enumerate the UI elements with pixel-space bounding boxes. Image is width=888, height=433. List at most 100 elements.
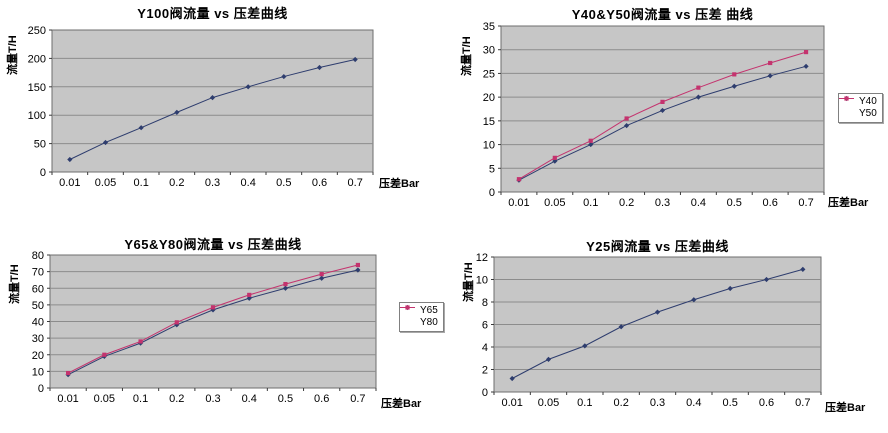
chart-y40-y50-title: Y40&Y50阀流量 vs 压差 曲线 (571, 7, 754, 22)
x-tick-label: 0.01 (59, 177, 80, 189)
y-tick-label: 0 (482, 387, 488, 399)
y-tick-label: 8 (482, 297, 488, 309)
x-tick-label: 0.7 (795, 397, 810, 409)
series-Y80-marker (102, 352, 107, 357)
series-Y80-marker (283, 281, 288, 287)
y-tick-label: 10 (476, 275, 488, 287)
y-tick-label: 250 (28, 25, 46, 37)
series-Y50-marker (696, 85, 701, 90)
series-Y100-marker (245, 84, 251, 90)
x-tick-label: 0.6 (759, 397, 774, 409)
y-tick-label: 100 (28, 110, 46, 122)
series-Y50-marker (660, 99, 665, 104)
legend-label-y50: Y50 (859, 108, 877, 119)
x-tick-label: 0.3 (655, 197, 670, 209)
chart-y100-ylabel: 流量T/H (7, 35, 19, 75)
series-Y50-marker (552, 155, 557, 160)
x-tick-label: 0.2 (169, 393, 184, 405)
y-tick-label: 20 (483, 92, 495, 104)
y-tick-label: 10 (483, 140, 495, 152)
x-tick-label: 0.7 (350, 393, 365, 405)
chart-y40-y50-ylabel: 流量T/H (461, 36, 473, 76)
y-axis-ticks: 0 2 4 6 8 10 12 (476, 252, 494, 399)
legend-marker-shape (844, 96, 849, 101)
chart-y40-y50-plot: 0 5 10 15 20 25 30 35 0.01 0.05 0.1 0.2 0.3 0.4 0.5 0.6… (483, 21, 825, 209)
series-Y50-marker (588, 138, 593, 143)
x-tick-label: 0.7 (798, 197, 813, 209)
y-tick-label: 30 (483, 45, 495, 57)
x-tick-label: 0.01 (57, 393, 78, 405)
series-Y40-marker (803, 63, 809, 69)
gridlines (52, 57, 373, 145)
x-tick-label: 0.05 (544, 197, 565, 209)
x-tick-label: 0.05 (94, 393, 115, 405)
y-tick-label: 10 (32, 366, 44, 378)
y-tick-label: 60 (32, 283, 44, 295)
series-Y40-marker (731, 83, 737, 89)
y-tick-label: 4 (482, 342, 488, 354)
series-Y50-marker (624, 116, 629, 121)
y-tick-label: 35 (483, 21, 495, 33)
y-tick-label: 0 (40, 167, 46, 179)
y-tick-label: 6 (482, 320, 488, 332)
series-Y50-marker (803, 49, 809, 55)
legend-marker-y50-icon (839, 96, 857, 119)
y-tick-label: 2 (482, 365, 488, 377)
x-tick-label: 0.01 (508, 197, 529, 209)
series-Y80-marker (138, 339, 143, 344)
x-tick-label: 0.1 (583, 197, 598, 209)
series-Y100 (67, 56, 358, 163)
x-tick-label: 0.1 (134, 177, 149, 189)
series-Y65-marker (355, 267, 361, 273)
x-tick-label: 0.3 (205, 177, 220, 189)
chart-y65-y80-xlabel: 压差Bar (381, 398, 422, 410)
series-Y50-marker (516, 177, 522, 182)
chart-y40-y50-xlabel: 压差Bar (828, 197, 869, 209)
y-tick-label: 80 (32, 250, 44, 262)
x-tick-label: 0.6 (314, 393, 329, 405)
y-tick-label: 0 (489, 187, 495, 199)
series-Y80-marker (210, 305, 216, 310)
chart-y65-y80-title: Y65&Y80阀流量 vs 压差曲线 (124, 237, 302, 252)
series-Y100-marker (352, 56, 358, 63)
series-Y80 (66, 262, 360, 376)
series-Y100-marker (209, 94, 216, 101)
x-tick-label: 0.2 (619, 197, 634, 209)
series-Y80-marker (247, 292, 252, 297)
series-Y65-marker (282, 285, 289, 291)
x-tick-label: 0.5 (723, 397, 738, 409)
series-Y25 (509, 266, 806, 382)
y-tick-label: 150 (28, 82, 46, 94)
chart-y100: 0 50 100 150 200 250 0.01 0.05 0.1 0.2 0.3 0.4 0.5 0.… (0, 0, 444, 215)
x-axis-ticks: 0.01 0.05 0.1 0.2 0.3 0.4 0.5 0.6 0.7 (51, 172, 374, 189)
legend-label-y40: Y40 (859, 96, 877, 107)
x-tick-label: 0.2 (169, 177, 184, 189)
series-Y25-marker (691, 297, 697, 303)
x-tick-label: 0.1 (133, 393, 148, 405)
x-tick-label: 0.6 (763, 197, 778, 209)
chart-y40-y50: 0 5 10 15 20 25 30 35 0.01 0.05 0.1 0.2 0.3 0.4 0.5 0.6… (444, 0, 888, 215)
x-tick-label: 0.4 (691, 197, 706, 209)
chart-y100-title: Y100阀流量 vs 压差曲线 (137, 6, 288, 21)
x-axis-ticks: 0.01 0.05 0.1 0.2 0.3 0.4 0.5 0.6 0.7 (500, 192, 825, 209)
x-tick-label: 0.4 (241, 177, 256, 189)
y-tick-label: 5 (489, 163, 495, 175)
series-Y40-marker (588, 141, 594, 148)
series-Y50-marker (732, 72, 737, 77)
y-axis-ticks: 0 10 20 30 40 50 60 70 80 (32, 250, 50, 395)
x-tick-label: 0.5 (278, 393, 293, 405)
y-tick-label: 200 (28, 53, 46, 65)
series-Y80-marker (174, 320, 179, 325)
series-Y50-marker (768, 60, 773, 66)
x-tick-label: 0.5 (727, 197, 742, 209)
x-tick-label: 0.6 (312, 177, 327, 189)
legend-entry-y50: Y50 (839, 96, 877, 120)
x-tick-label: 0.05 (95, 177, 116, 189)
x-tick-label: 0.1 (577, 397, 592, 409)
legend-label-y65: Y65 (420, 305, 438, 316)
y-axis-ticks: 0 5 10 15 20 25 30 35 (483, 21, 501, 199)
x-tick-label: 0.7 (348, 177, 363, 189)
x-tick-label: 0.05 (538, 397, 559, 409)
